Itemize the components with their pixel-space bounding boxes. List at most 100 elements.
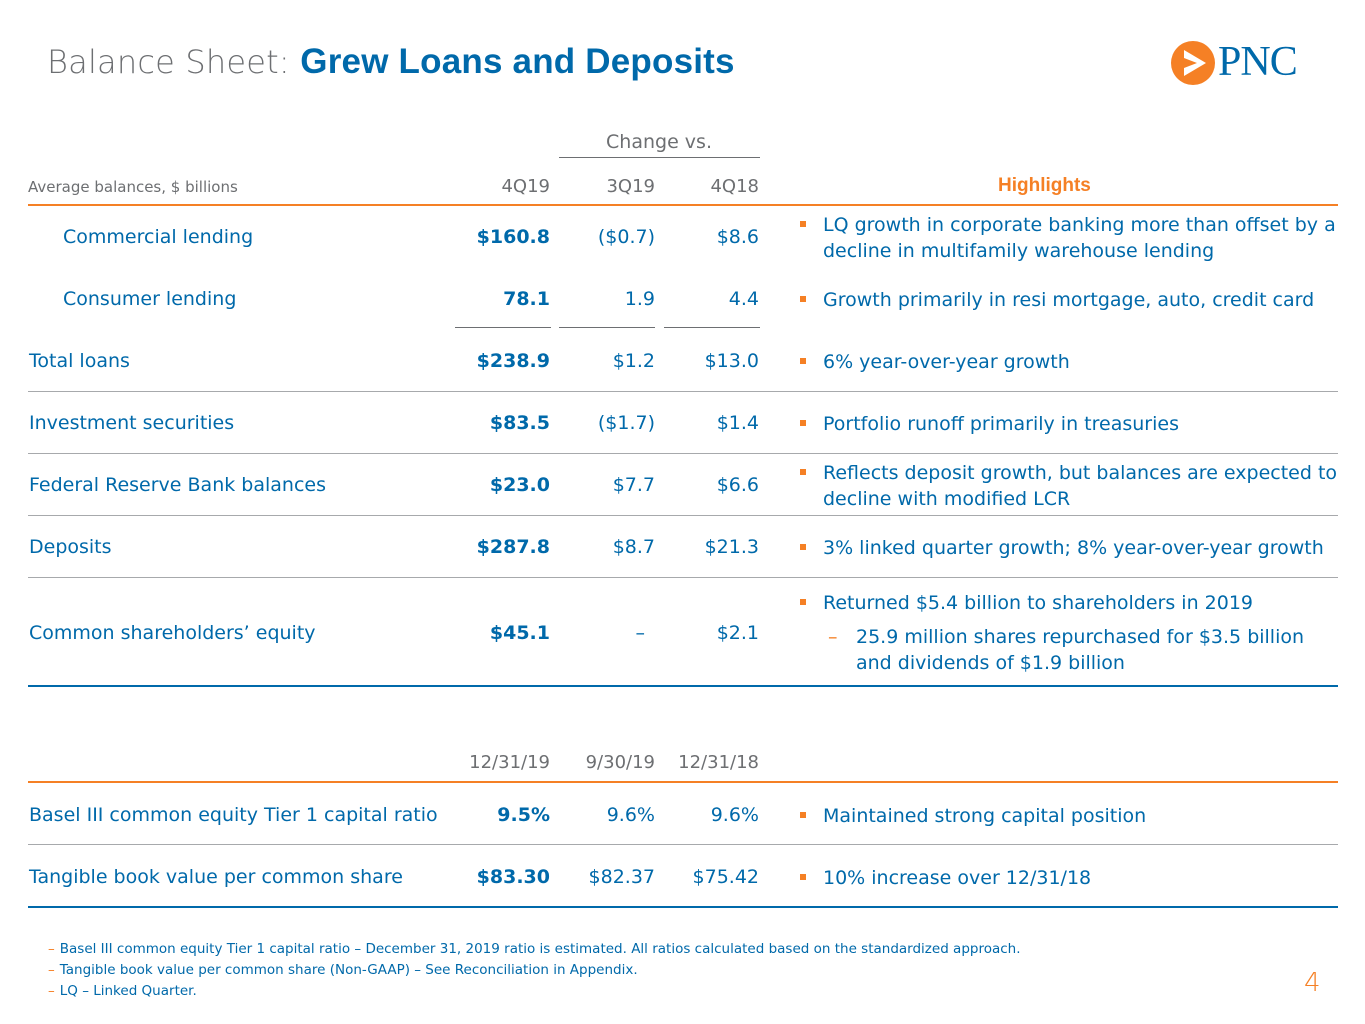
highlight-text: Returned $5.4 billion to shareholders in… (823, 592, 1254, 614)
row-value-c2: $75.42 (692, 866, 759, 888)
row-value-c1: – (635, 622, 646, 644)
subtotal-rule (664, 327, 760, 328)
row-label-tangible-book-value: Tangible book value per common share (29, 866, 403, 888)
row-value-current: 9.5% (497, 804, 550, 826)
highlight-item: 10% increase over 12/31/18 (800, 865, 1340, 891)
row-divider (28, 453, 1338, 454)
bullet-icon (800, 296, 806, 302)
row-value-c2: $1.4 (716, 412, 759, 434)
pnc-logo: PNC (1170, 39, 1322, 86)
highlight-item: Growth primarily in resi mortgage, auto,… (800, 287, 1340, 313)
row-value-c1: ($1.7) (597, 412, 655, 434)
row-value-c2: 4.4 (728, 288, 759, 310)
highlight-text: Growth primarily in resi mortgage, auto,… (823, 289, 1315, 311)
row-value-c1: $8.7 (612, 536, 655, 558)
highlight-item: Maintained strong capital position (800, 803, 1340, 829)
row-value-c1: 1.9 (624, 288, 655, 310)
highlight-item: Returned $5.4 billion to shareholders in… (800, 590, 1340, 616)
highlights-header: Highlights (998, 175, 1091, 196)
highlight-text: LQ growth in corporate banking more than… (823, 214, 1336, 262)
footnote-text: LQ – Linked Quarter. (59, 983, 197, 999)
row-label-basel-iii-cet1: Basel III common equity Tier 1 capital r… (29, 804, 438, 826)
title-main: Grew Loans and Deposits (300, 42, 735, 81)
footnote: – LQ – Linked Quarter. (48, 983, 197, 999)
table2-bottom-rule (28, 906, 1338, 908)
row-label-total-loans: Total loans (29, 350, 130, 372)
table1-bottom-rule (28, 685, 1338, 687)
highlight-item: 6% year-over-year growth (800, 349, 1340, 375)
row-value-current: $160.8 (476, 226, 550, 248)
row-value-c1: $7.7 (612, 474, 655, 496)
row-value-current: $238.9 (476, 350, 550, 372)
row-value-c1: 9.6% (606, 804, 655, 826)
highlight-text: Portfolio runoff primarily in treasuries (823, 413, 1179, 435)
row-value-c2: $21.3 (704, 536, 759, 558)
row-label-common-shareholders-equity: Common shareholders’ equity (29, 622, 316, 644)
row-value-c2: $13.0 (704, 350, 759, 372)
row-divider (28, 391, 1338, 392)
bullet-icon (800, 874, 806, 880)
row-value-current: 78.1 (503, 288, 550, 310)
highlight-text: 3% linked quarter growth; 8% year-over-y… (823, 537, 1324, 559)
col2-header-c1: 9/30/19 (585, 752, 655, 773)
row-value-current: $45.1 (489, 622, 550, 644)
row-value-c2: $2.1 (716, 622, 759, 644)
highlight-text: Reflects deposit growth, but balances ar… (823, 462, 1338, 510)
footnote-dash: – (48, 962, 55, 978)
sub-highlight-item: – 25.9 million shares repurchased for $3… (828, 624, 1328, 676)
row-label-commercial-lending: Commercial lending (63, 226, 254, 248)
row-divider (28, 515, 1338, 516)
footnote: – Basel III common equity Tier 1 capital … (48, 941, 1021, 957)
page-title: Balance Sheet: Grew Loans and Deposits (47, 42, 735, 82)
page-number: 4 (1304, 968, 1321, 998)
bullet-icon (800, 812, 806, 818)
highlight-text: 6% year-over-year growth (823, 351, 1070, 373)
table2-header-rule (28, 781, 1338, 783)
bullet-icon (800, 544, 806, 550)
row-label-deposits: Deposits (29, 536, 112, 558)
footnote-dash: – (48, 941, 55, 957)
bullet-icon (800, 420, 806, 426)
col-header-current: 4Q19 (501, 176, 550, 197)
col-header-c2: 4Q18 (710, 176, 759, 197)
pnc-triangle-icon (1171, 41, 1215, 85)
row-value-current: $83.5 (489, 412, 550, 434)
col2-header-current: 12/31/19 (469, 752, 550, 773)
row-value-c2: 9.6% (710, 804, 759, 826)
footnote: – Tangible book value per common share (N… (48, 962, 638, 978)
row-divider (28, 577, 1338, 578)
row-value-c1: $1.2 (612, 350, 655, 372)
highlight-text: 10% increase over 12/31/18 (823, 867, 1092, 889)
highlight-item: Reflects deposit growth, but balances ar… (800, 460, 1340, 512)
row-value-current: $23.0 (489, 474, 550, 496)
change-header-rule (559, 157, 760, 158)
row-label-federal-reserve-bank-balances: Federal Reserve Bank balances (29, 474, 326, 496)
row-value-c2: $8.6 (716, 226, 759, 248)
row-label-investment-securities: Investment securities (29, 412, 235, 434)
bullet-icon (800, 358, 806, 364)
dash-icon: – (828, 626, 838, 648)
row-value-c1: $82.37 (588, 866, 655, 888)
unit-label: Average balances, $ billions (28, 178, 238, 196)
title-prefix: Balance Sheet: (47, 43, 290, 81)
row-label-consumer-lending: Consumer lending (63, 288, 237, 310)
highlight-item: Portfolio runoff primarily in treasuries (800, 411, 1340, 437)
change-header: Change vs. (606, 131, 712, 153)
footnote-dash: – (48, 983, 55, 999)
row-value-c1: ($0.7) (597, 226, 655, 248)
col2-header-c2: 12/31/18 (678, 752, 759, 773)
row-divider (28, 844, 1338, 845)
highlight-item: LQ growth in corporate banking more than… (800, 212, 1340, 264)
row-value-current: $287.8 (476, 536, 550, 558)
header-rule (28, 204, 1338, 206)
highlight-item: 3% linked quarter growth; 8% year-over-y… (800, 535, 1340, 561)
subtotal-rule (455, 327, 551, 328)
highlight-text: Maintained strong capital position (823, 805, 1147, 827)
footnote-text: Tangible book value per common share (No… (59, 962, 638, 978)
subtotal-rule (559, 327, 655, 328)
row-value-c2: $6.6 (716, 474, 759, 496)
bullet-icon (800, 221, 806, 227)
col-header-c1: 3Q19 (606, 176, 655, 197)
footnote-text: Basel III common equity Tier 1 capital r… (59, 941, 1021, 957)
logo-wordmark: PNC (1218, 39, 1298, 85)
